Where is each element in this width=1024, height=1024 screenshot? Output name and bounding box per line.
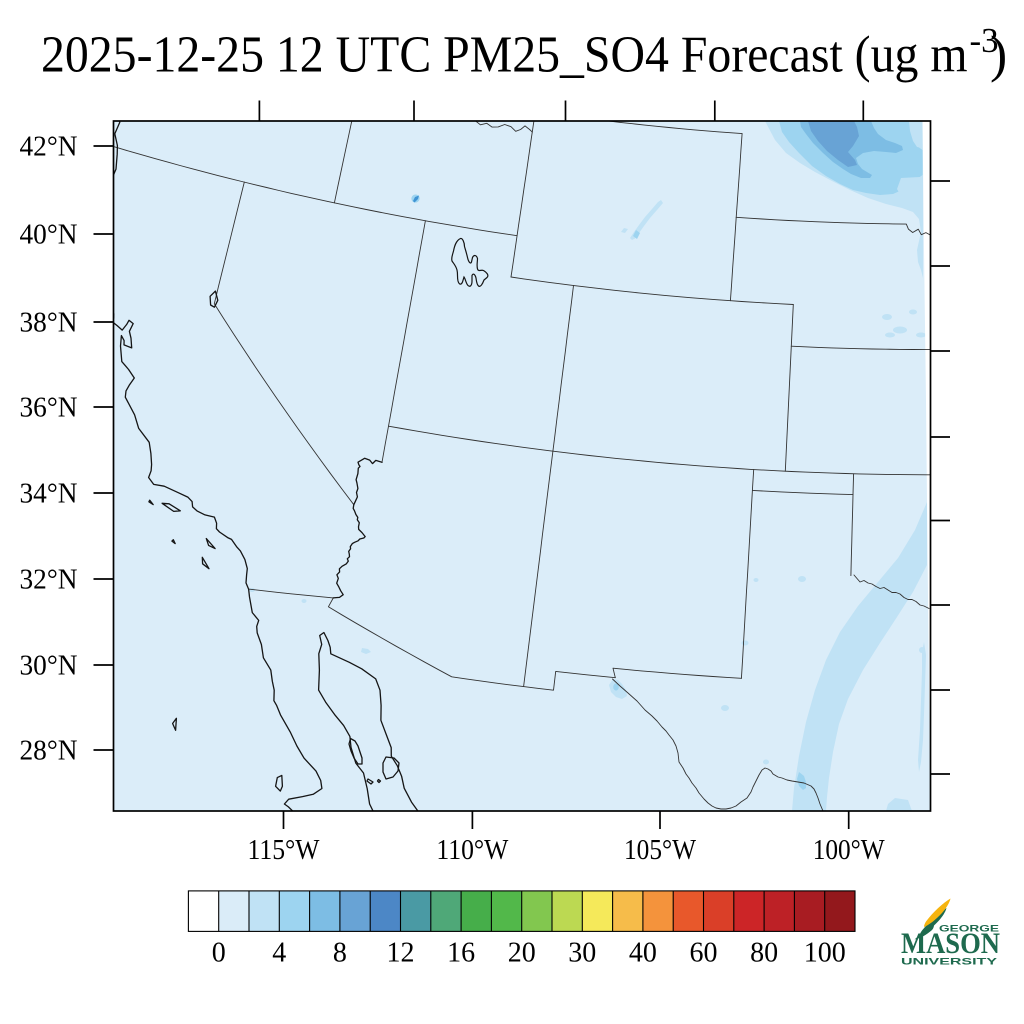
svg-text:40°N: 40°N (20, 219, 78, 250)
svg-text:8: 8 (333, 938, 347, 969)
svg-text:40: 40 (629, 938, 657, 969)
svg-text:38°N: 38°N (20, 307, 78, 338)
svg-text:115°W: 115°W (248, 835, 321, 866)
svg-text:30: 30 (568, 938, 596, 969)
svg-text:-3: -3 (970, 21, 999, 60)
svg-text:2025-12-25 12 UTC PM25_SO4 For: 2025-12-25 12 UTC PM25_SO4 Forecast (ug … (41, 27, 968, 84)
svg-text:16: 16 (447, 938, 475, 969)
svg-text:42°N: 42°N (20, 131, 78, 162)
svg-text:32°N: 32°N (20, 564, 78, 595)
svg-text:110°W: 110°W (436, 835, 509, 866)
svg-text:36°N: 36°N (20, 392, 78, 423)
svg-text:): ) (990, 27, 1007, 84)
svg-text:100: 100 (804, 938, 846, 969)
svg-text:80: 80 (750, 938, 778, 969)
svg-text:MASON: MASON (901, 927, 1000, 960)
svg-text:GEORGE: GEORGE (939, 923, 999, 933)
svg-text:100°W: 100°W (813, 835, 886, 866)
svg-text:105°W: 105°W (624, 835, 697, 866)
svg-text:UNIVERSITY: UNIVERSITY (901, 957, 998, 968)
svg-text:20: 20 (508, 938, 536, 969)
svg-text:60: 60 (690, 938, 718, 969)
svg-text:12: 12 (387, 938, 415, 969)
svg-text:34°N: 34°N (20, 478, 78, 509)
svg-text:28°N: 28°N (20, 735, 78, 766)
svg-text:4: 4 (272, 938, 286, 969)
svg-text:0: 0 (212, 938, 226, 969)
svg-text:30°N: 30°N (20, 650, 78, 681)
